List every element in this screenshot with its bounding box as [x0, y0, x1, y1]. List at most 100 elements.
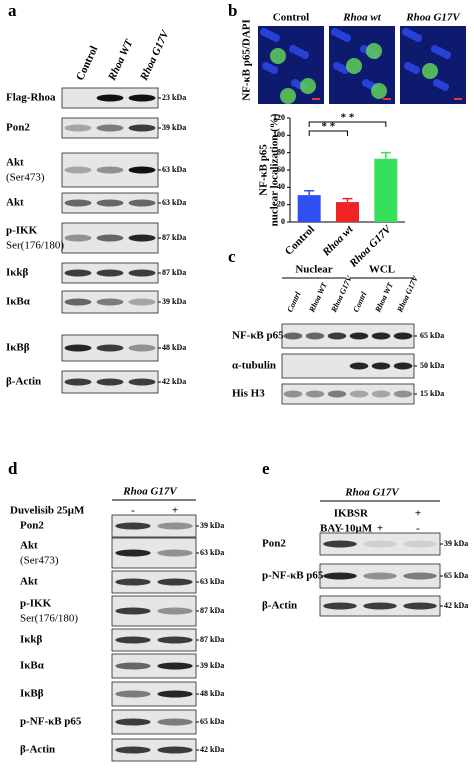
band	[128, 166, 156, 174]
band	[115, 549, 151, 557]
band	[157, 607, 193, 615]
band	[157, 662, 193, 670]
sign: +	[172, 505, 178, 517]
blot-strip	[281, 353, 415, 379]
stain-label: NF-κB p65/DAPI	[241, 19, 253, 101]
row-label: p-IKK	[6, 225, 38, 237]
cell	[422, 63, 438, 79]
kda-label: 63 kDa	[200, 577, 224, 586]
row-label: Pon2	[6, 122, 30, 134]
bar	[297, 195, 321, 222]
band	[157, 522, 193, 530]
band	[64, 298, 92, 306]
sign: +	[415, 508, 421, 520]
kda-label: 39 kDa	[200, 661, 224, 670]
band	[64, 378, 92, 386]
y-tick-label: 20	[277, 199, 285, 208]
band	[323, 540, 357, 548]
band	[403, 540, 437, 548]
band	[393, 390, 413, 398]
band	[96, 199, 124, 207]
kda-label: 39 kDa	[200, 521, 224, 530]
panel-label: a	[8, 1, 17, 20]
kda-label: 42 kDa	[444, 601, 468, 610]
kda-label: 39 kDa	[162, 297, 186, 306]
kda-label: 87 kDa	[200, 635, 224, 644]
cell	[300, 78, 316, 94]
kda-label: 48 kDa	[200, 689, 224, 698]
band	[393, 362, 413, 370]
band	[128, 94, 156, 102]
row-label: Flag-Rhoa	[6, 92, 56, 104]
band	[363, 572, 397, 580]
error-bar	[342, 197, 353, 203]
band	[96, 234, 124, 242]
y-tick-label: 120	[273, 113, 285, 122]
panel-label: b	[228, 1, 237, 20]
kda-label: 87 kDa	[162, 233, 186, 242]
row-label: Pon2	[262, 538, 286, 550]
band	[128, 378, 156, 386]
y-axis-label: nuclear localization (%)	[269, 113, 281, 226]
band	[128, 124, 156, 132]
band	[96, 94, 124, 102]
nucleus	[412, 66, 420, 74]
panel-label: e	[262, 459, 270, 478]
band	[128, 344, 156, 352]
image-title: Control	[273, 12, 309, 24]
cell	[366, 43, 382, 59]
row-label: Akt	[20, 540, 38, 552]
band	[96, 269, 124, 277]
band	[96, 166, 124, 174]
treatment: IKBSR	[334, 508, 369, 520]
band	[64, 234, 92, 242]
y-tick-label: 100	[273, 130, 285, 139]
row-label: NF-κB p65	[232, 330, 284, 342]
row-sublabel: (Ser473)	[20, 555, 59, 567]
treatment: BAY 10μM	[320, 523, 373, 535]
band	[96, 378, 124, 386]
band	[305, 390, 325, 398]
band	[403, 602, 437, 610]
nucleus	[441, 83, 449, 91]
row-label: p-NF-κB p65	[20, 716, 82, 728]
band	[115, 607, 151, 615]
row-label: β-Actin	[20, 744, 55, 756]
bar	[374, 158, 398, 222]
kda-label: 87 kDa	[162, 268, 186, 277]
kda-label: 23 kDa	[162, 93, 186, 102]
row-label: Iκkβ	[6, 267, 29, 279]
band	[115, 578, 151, 586]
kda-label: 42 kDa	[200, 745, 224, 754]
band	[305, 332, 325, 340]
band	[157, 636, 193, 644]
band	[403, 572, 437, 580]
row-label: IκBβ	[6, 342, 30, 354]
error-bar	[380, 151, 391, 159]
sign: +	[377, 523, 383, 535]
image-title: Rhoa wt	[342, 12, 382, 24]
band	[157, 578, 193, 586]
row-label: Akt	[6, 197, 24, 209]
header: Rhoa G17V	[122, 486, 178, 498]
band	[349, 390, 369, 398]
band	[157, 549, 193, 557]
band	[115, 636, 151, 644]
row-label: IκBα	[6, 296, 31, 308]
row-label: Akt	[6, 157, 24, 169]
kda-label: 39 kDa	[444, 539, 468, 548]
kda-label: 39 kDa	[162, 123, 186, 132]
treatment: Duvelisib 25μM	[10, 505, 85, 517]
band	[327, 390, 347, 398]
bar	[336, 202, 359, 222]
row-label: β-Actin	[262, 600, 297, 612]
band	[96, 124, 124, 132]
kda-label: 42 kDa	[162, 377, 186, 386]
band	[128, 234, 156, 242]
band	[64, 124, 92, 132]
band	[323, 602, 357, 610]
kda-label: 65 kDa	[444, 571, 468, 580]
nucleus	[301, 51, 309, 59]
sign: -	[416, 523, 420, 535]
